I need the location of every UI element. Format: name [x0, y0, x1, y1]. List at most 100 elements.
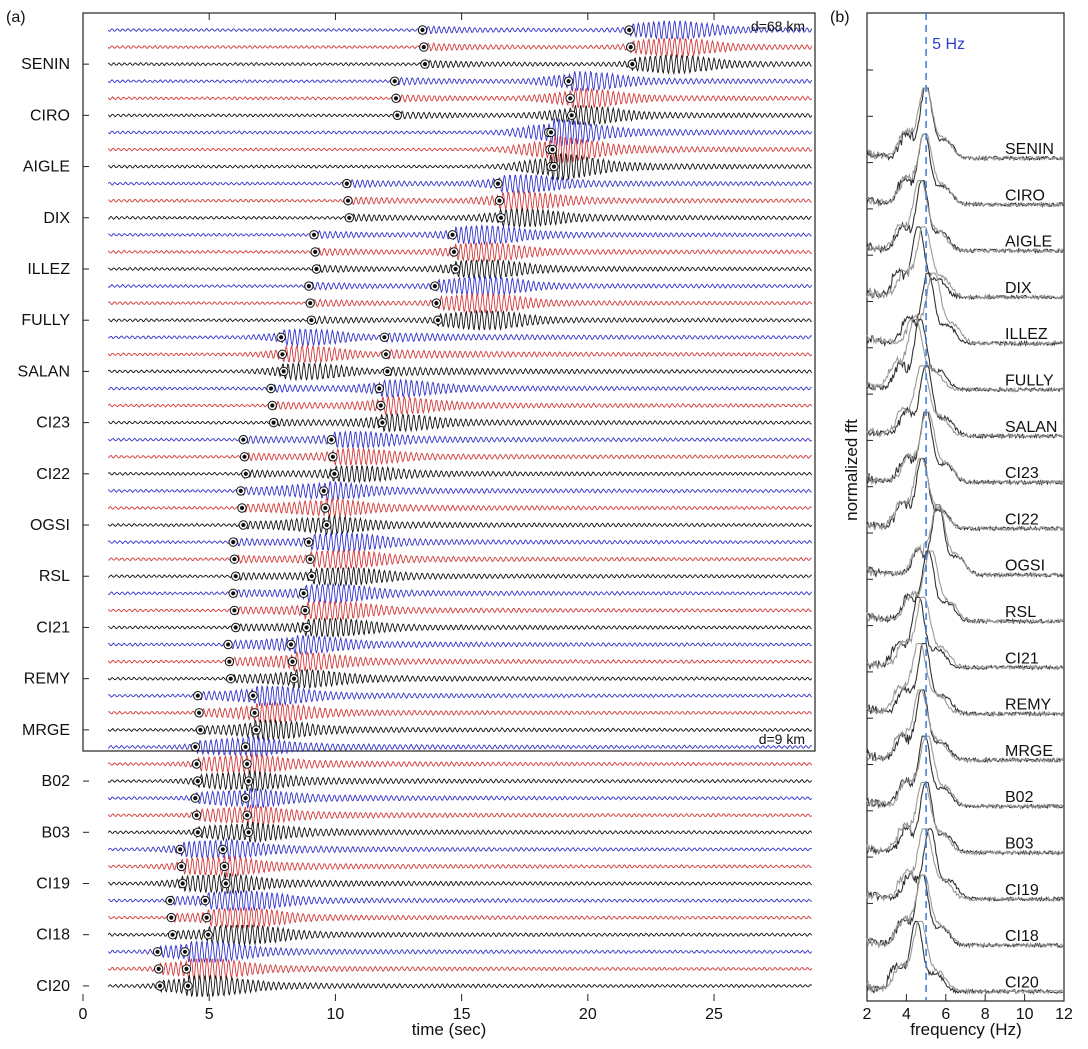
- station-label-b: B03: [1005, 836, 1034, 853]
- station-label-a: CI22: [36, 466, 70, 483]
- pick-dot-marker: [497, 198, 502, 203]
- spectrum-senin-light: [866, 87, 1064, 162]
- pick-dot-marker: [232, 557, 237, 562]
- pick-dot-marker: [288, 642, 294, 647]
- pick-dot-marker: [311, 232, 317, 237]
- station-label-a: B03: [42, 824, 71, 841]
- pick-dot-marker: [239, 505, 245, 511]
- station-label-b: CI18: [1005, 928, 1039, 945]
- panel-b-axes: [866, 12, 1065, 1002]
- trace-b02-c3: [107, 769, 813, 793]
- station-label-a: B02: [42, 773, 71, 790]
- pick-dot-marker: [385, 369, 390, 374]
- pick-dot-marker: [551, 164, 557, 169]
- pick-dot-marker: [378, 403, 383, 408]
- pick-dot-marker: [329, 437, 334, 442]
- station-label-a: FULLY: [21, 312, 70, 329]
- pick-dot-marker: [630, 62, 635, 67]
- pick-dot-marker: [232, 608, 237, 613]
- pick-dot-marker: [254, 727, 259, 733]
- trace-rsl-c2: [108, 548, 812, 570]
- pick-dot-marker: [569, 113, 574, 118]
- pick-dot-marker: [185, 983, 191, 989]
- panel-a: (a) SENIN CIRO AIGLE DIX ILLEZ FULLY SALAN CI23…: [6, 9, 816, 1039]
- station-label-b: OGSI: [1005, 558, 1045, 575]
- station-label-b: CI22: [1005, 511, 1039, 528]
- station-label-a: ILLEZ: [27, 261, 70, 278]
- pick-dot-marker: [301, 591, 306, 596]
- pick-dot-marker: [281, 369, 286, 374]
- panel-a-x-ticks: 0 5 10 15 20 25: [79, 13, 723, 1023]
- pick-dot-marker: [393, 96, 399, 101]
- trace-senin-c1: [107, 20, 813, 41]
- pick-dot-marker: [206, 932, 211, 937]
- trace-aigle-c1: [107, 118, 813, 147]
- pick-dot-marker: [291, 676, 297, 681]
- trace-ci20-c2: [107, 957, 813, 981]
- pick-dot-marker: [421, 45, 426, 50]
- x-tick-label-b: 6: [941, 1006, 950, 1023]
- pick-dot-marker: [245, 761, 250, 767]
- panel-a-xlabel: time (sec): [412, 1020, 487, 1039]
- trace-ci19-c3: [108, 872, 813, 895]
- trace-mrge-c1: [107, 684, 813, 708]
- pick-dot-marker: [627, 27, 632, 33]
- pick-dot-marker: [238, 488, 243, 493]
- pick-dot-marker: [306, 540, 311, 545]
- trace-senin-c2: [107, 36, 813, 59]
- pick-dot-marker: [451, 249, 457, 254]
- x-tick-label-b: 10: [1016, 1006, 1034, 1023]
- spectrum-ci22-light: [866, 457, 1064, 532]
- panel-a-picks: [152, 25, 637, 991]
- panel-a-traces: [107, 20, 813, 998]
- pick-dot-marker: [223, 881, 228, 886]
- panel-a-station-labels: SENIN CIRO AIGLE DIX ILLEZ FULLY SALAN CI23 CI22…: [18, 56, 89, 995]
- trace-b03-c1: [107, 787, 813, 809]
- station-label-b: RSL: [1005, 604, 1036, 621]
- x-tick-label-b: 12: [1055, 1006, 1073, 1023]
- pick-dot-marker: [450, 232, 455, 237]
- pick-dot-marker: [309, 318, 314, 323]
- pick-dot-marker: [268, 386, 274, 391]
- pick-dot-marker: [309, 574, 314, 579]
- trace-ci22-c1: [107, 430, 813, 450]
- trace-remy-c1: [107, 633, 812, 656]
- spectrum-ci20-dark: [866, 920, 1064, 995]
- spectrum-illez-light: [866, 272, 1064, 347]
- pick-dot-marker: [313, 249, 318, 254]
- pick-dot-marker: [194, 813, 199, 818]
- station-label-b: CIRO: [1005, 187, 1045, 204]
- trace-ciro-c1: [107, 70, 813, 93]
- pick-dot-marker: [323, 505, 328, 511]
- pick-dot-marker: [550, 147, 555, 152]
- x-tick-label-a: 0: [79, 1006, 88, 1023]
- pick-dot-marker: [290, 659, 295, 664]
- station-label-b: DIX: [1005, 280, 1032, 297]
- panel-a-label: (a): [6, 9, 26, 26]
- pick-dot-marker: [308, 557, 313, 562]
- pick-dot-marker: [195, 779, 200, 784]
- station-label-b: CI21: [1005, 650, 1039, 667]
- pick-dot-marker: [245, 813, 250, 818]
- trace-illez-c1: [108, 224, 812, 245]
- spectrum-ci20-light: [866, 920, 1064, 996]
- pick-dot-marker: [197, 710, 202, 715]
- pick-dot-marker: [193, 744, 198, 750]
- spectrum-remy-light: [866, 643, 1064, 718]
- pick-dot-marker: [222, 864, 227, 869]
- trace-ciro-c2: [107, 87, 813, 109]
- trace-rsl-c3: [107, 566, 812, 587]
- panel-b-spectra: [866, 87, 1064, 996]
- pick-dot-marker: [246, 779, 251, 784]
- pick-dot-marker: [271, 420, 276, 425]
- pick-dot-marker: [434, 301, 439, 306]
- pick-dot-marker: [303, 608, 308, 613]
- pick-dot-marker: [251, 693, 256, 698]
- pick-dot-marker: [495, 181, 501, 186]
- station-label-a: RSL: [39, 568, 70, 585]
- x-tick-label-a: 25: [705, 1006, 723, 1023]
- panel-b-xlabel: frequency (Hz): [910, 1020, 1021, 1039]
- trace-salan-c2: [107, 343, 813, 364]
- pick-dot-marker: [392, 79, 397, 84]
- pick-dot-marker: [168, 898, 173, 903]
